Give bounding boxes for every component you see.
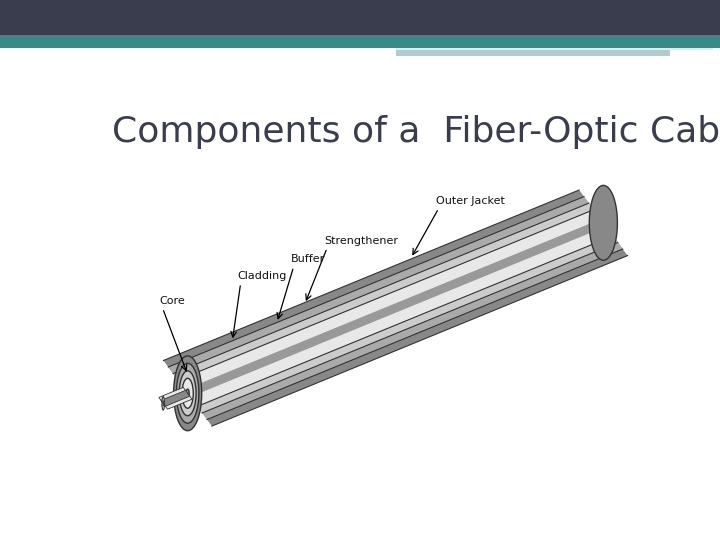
- Polygon shape: [173, 203, 618, 413]
- Ellipse shape: [162, 396, 164, 410]
- Ellipse shape: [174, 356, 202, 431]
- Ellipse shape: [589, 185, 618, 260]
- Polygon shape: [185, 219, 606, 397]
- Ellipse shape: [179, 371, 196, 416]
- Polygon shape: [159, 387, 192, 409]
- Polygon shape: [161, 390, 190, 406]
- Polygon shape: [168, 197, 623, 420]
- Text: Strengthener: Strengthener: [324, 235, 398, 246]
- Text: Outer Jacket: Outer Jacket: [436, 196, 505, 206]
- Text: Buffer: Buffer: [291, 254, 325, 265]
- Ellipse shape: [182, 379, 193, 408]
- Ellipse shape: [186, 389, 189, 397]
- Polygon shape: [163, 190, 628, 426]
- Text: Components of a  Fiber-Optic Cable: Components of a Fiber-Optic Cable: [112, 114, 720, 148]
- Ellipse shape: [176, 363, 199, 423]
- Text: Core: Core: [160, 296, 186, 306]
- Text: Cladding: Cladding: [238, 271, 287, 281]
- Polygon shape: [178, 210, 613, 407]
